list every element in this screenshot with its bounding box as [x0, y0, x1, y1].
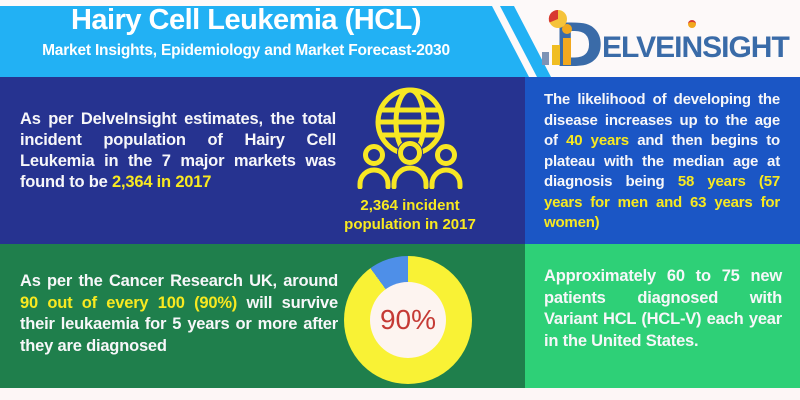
- page-title: Hairy Cell Leukemia (HCL): [70, 4, 422, 36]
- bottom-row: As per the Cancer Research UK, around 90…: [0, 244, 800, 388]
- logo-i-dot-icon: [688, 20, 696, 28]
- variant-text: Approximately 60 to 75 new patients diag…: [544, 267, 782, 350]
- age-panel: The likelihood of developing the disease…: [525, 77, 800, 244]
- variant-panel: Approximately 60 to 75 new patients diag…: [525, 244, 800, 388]
- survival-highlight: 90 out of every 100 (90%): [20, 293, 238, 312]
- page-subtitle: Market Insights, Epidemiology and Market…: [42, 42, 450, 59]
- incident-population-figure: 2,364 incident population in 2017: [330, 83, 490, 234]
- bar-chart-icon: [542, 52, 549, 65]
- survival-panel: As per the Cancer Research UK, around 90…: [0, 244, 525, 388]
- age-highlight-40: 40 years: [566, 132, 629, 149]
- donut-percentage-label: 90%: [379, 304, 437, 335]
- header: Hairy Cell Leukemia (HCL) Market Insight…: [0, 0, 800, 81]
- pie-chart-icon: [548, 9, 567, 28]
- people-icon: [357, 140, 463, 190]
- logo-d-mark: D: [542, 9, 604, 81]
- logo-wordmark: ELVEINSIGHT: [602, 31, 790, 64]
- middle-row: As per DelveInsight estimates, the total…: [0, 77, 800, 244]
- delveinsight-logo: D ELVEINSIGHT: [542, 8, 792, 81]
- incidence-panel: As per DelveInsight estimates, the total…: [0, 77, 525, 244]
- donut-center: 90%: [370, 282, 446, 358]
- survival-donut-chart: 90%: [344, 256, 472, 384]
- global-population-icon: [357, 87, 463, 190]
- title-banner: [0, 6, 529, 77]
- incident-population-caption: 2,364 incident population in 2017: [344, 197, 476, 233]
- incidence-highlight: 2,364 in 2017: [112, 173, 212, 191]
- age-text: The likelihood of developing the disease…: [544, 91, 780, 231]
- survival-text: As per the Cancer Research UK, around 90…: [20, 272, 339, 355]
- age-highlight-58: 58 years (57 years for men and 63 years …: [544, 173, 780, 231]
- incidence-text: As per DelveInsight estimates, the total…: [20, 110, 336, 191]
